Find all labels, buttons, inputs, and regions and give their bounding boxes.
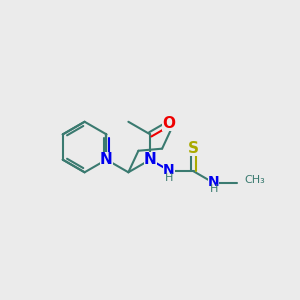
Text: S: S — [188, 142, 199, 157]
Text: N: N — [163, 163, 175, 177]
Text: N: N — [100, 152, 113, 167]
Text: O: O — [162, 116, 175, 131]
Text: CH₃: CH₃ — [244, 175, 265, 185]
Text: N: N — [208, 175, 219, 189]
Text: H: H — [165, 173, 173, 183]
Text: N: N — [144, 152, 157, 167]
Text: H: H — [209, 184, 218, 194]
